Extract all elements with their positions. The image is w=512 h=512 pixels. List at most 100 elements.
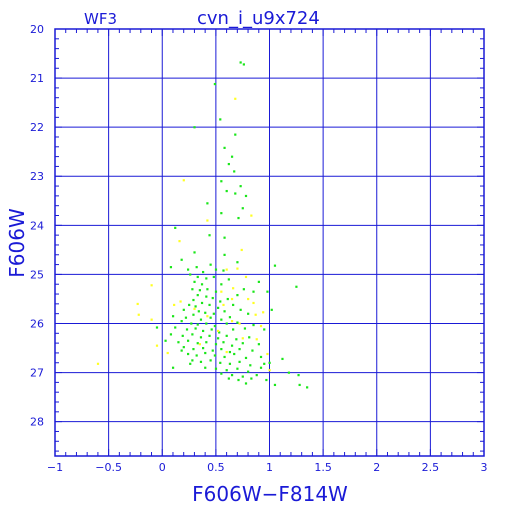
data-point-green bbox=[250, 377, 253, 380]
data-point-green bbox=[169, 266, 173, 269]
data-point-green bbox=[209, 263, 212, 266]
data-point-green bbox=[252, 290, 255, 293]
data-point-green bbox=[298, 383, 301, 387]
data-point-green bbox=[184, 316, 188, 319]
data-point-green bbox=[247, 312, 250, 315]
data-point-yellow bbox=[155, 344, 159, 347]
data-point-yellow bbox=[244, 275, 248, 279]
data-point-yellow bbox=[198, 343, 201, 346]
data-point-yellow bbox=[150, 284, 153, 287]
data-point-green bbox=[180, 349, 183, 352]
data-point-yellow bbox=[222, 303, 225, 307]
data-point-green bbox=[204, 351, 207, 355]
x-tick-label: 1 bbox=[266, 461, 273, 474]
data-point-green bbox=[227, 377, 230, 380]
data-point-green bbox=[251, 349, 254, 352]
data-point-green bbox=[236, 321, 239, 324]
data-point-green bbox=[259, 366, 263, 369]
data-point-green bbox=[202, 270, 205, 274]
data-point-green bbox=[193, 280, 196, 283]
data-point-green bbox=[232, 303, 235, 307]
y-tick-label: 23 bbox=[30, 170, 44, 183]
data-points bbox=[96, 61, 309, 389]
data-point-green bbox=[225, 334, 228, 337]
data-point-green bbox=[189, 273, 192, 276]
y-tick-label: 28 bbox=[30, 416, 44, 429]
data-point-yellow bbox=[259, 324, 263, 328]
data-point-yellow bbox=[230, 297, 234, 301]
data-point-green bbox=[192, 348, 195, 351]
x-tick-label: 2 bbox=[373, 461, 380, 474]
data-point-yellow bbox=[166, 351, 169, 355]
data-point-green bbox=[222, 341, 225, 344]
data-point-green bbox=[257, 343, 260, 346]
data-point-green bbox=[233, 352, 236, 356]
data-point-green bbox=[225, 369, 228, 372]
x-tick-label: 2.5 bbox=[422, 461, 440, 474]
y-tick-label: 21 bbox=[30, 72, 44, 85]
data-point-green bbox=[265, 378, 268, 382]
data-point-green bbox=[196, 342, 199, 345]
data-point-green bbox=[189, 362, 192, 365]
data-point-green bbox=[164, 339, 167, 342]
data-point-yellow bbox=[240, 248, 243, 252]
data-point-green bbox=[193, 126, 196, 129]
data-point-green bbox=[227, 278, 230, 281]
data-point-green bbox=[241, 342, 244, 345]
data-point-green bbox=[191, 359, 194, 362]
data-point-green bbox=[155, 326, 159, 329]
data-point-green bbox=[220, 180, 223, 183]
y-tick-label: 20 bbox=[30, 23, 44, 36]
data-point-green bbox=[209, 359, 212, 362]
data-point-green bbox=[198, 289, 201, 292]
data-point-yellow bbox=[225, 350, 228, 354]
data-point-green bbox=[188, 303, 191, 307]
data-point-yellow bbox=[254, 313, 257, 316]
data-point-green bbox=[287, 371, 291, 374]
data-point-green bbox=[223, 146, 226, 149]
data-point-green bbox=[192, 298, 195, 302]
data-point-yellow bbox=[193, 307, 196, 310]
data-point-green bbox=[236, 261, 239, 264]
x-tick-label: 1.5 bbox=[314, 461, 332, 474]
data-point-green bbox=[199, 336, 203, 339]
x-tick-label: 3 bbox=[481, 461, 488, 474]
data-point-yellow bbox=[232, 287, 235, 290]
data-point-green bbox=[196, 294, 199, 297]
data-point-green bbox=[208, 303, 211, 307]
x-tick-label: −0.5 bbox=[95, 461, 122, 474]
data-point-green bbox=[182, 346, 185, 349]
data-point-green bbox=[268, 361, 271, 364]
data-point-green bbox=[191, 288, 194, 291]
data-point-green bbox=[200, 283, 204, 286]
data-point-green bbox=[196, 275, 199, 279]
chart-title: cvn_i_u9x724 bbox=[197, 8, 320, 29]
data-point-yellow bbox=[217, 329, 220, 333]
data-point-green bbox=[243, 327, 247, 330]
data-point-green bbox=[214, 290, 218, 293]
data-point-green bbox=[200, 301, 204, 305]
data-point-green bbox=[169, 333, 173, 336]
data-point-yellow bbox=[236, 267, 239, 270]
data-point-green bbox=[208, 234, 211, 237]
data-point-green bbox=[236, 294, 239, 297]
data-point-green bbox=[185, 328, 189, 331]
data-point-green bbox=[247, 370, 250, 373]
x-tick-label: 0.5 bbox=[207, 461, 225, 474]
data-point-yellow bbox=[255, 338, 258, 341]
data-point-green bbox=[205, 341, 208, 344]
data-point-yellow bbox=[234, 97, 237, 100]
data-point-yellow bbox=[206, 219, 209, 222]
data-point-green bbox=[228, 362, 232, 365]
data-point-yellow bbox=[96, 362, 100, 365]
data-point-green bbox=[211, 296, 214, 300]
data-point-green bbox=[202, 329, 205, 333]
data-point-yellow bbox=[179, 300, 182, 303]
data-point-green bbox=[204, 366, 207, 369]
data-point-green bbox=[248, 336, 251, 339]
data-point-green bbox=[244, 382, 248, 385]
data-point-yellow bbox=[178, 240, 181, 243]
data-point-green bbox=[220, 348, 223, 351]
data-point-yellow bbox=[252, 301, 255, 305]
